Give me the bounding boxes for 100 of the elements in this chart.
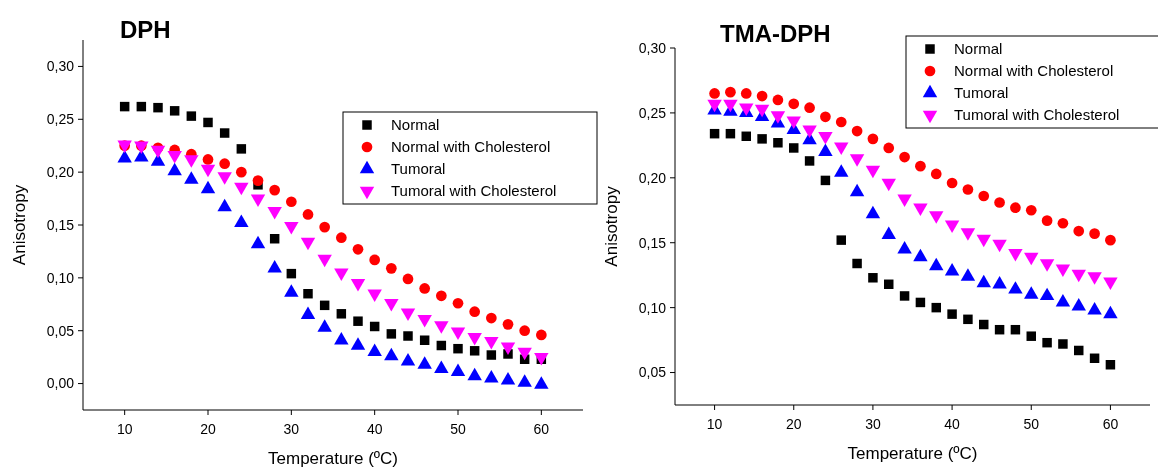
chart-title: TMA-DPH: [720, 20, 831, 47]
legend-label: Normal with Cholesterol: [954, 62, 1114, 80]
point: [944, 262, 960, 276]
point: [979, 319, 989, 330]
point: [535, 329, 547, 341]
point: [219, 158, 231, 170]
point: [709, 88, 720, 99]
point: [804, 102, 815, 114]
point: [517, 374, 532, 387]
point: [235, 166, 247, 178]
y-axis-title: Anisotropy: [10, 184, 29, 266]
point: [200, 164, 216, 178]
point: [1026, 331, 1036, 341]
point: [369, 321, 380, 332]
point: [252, 175, 264, 186]
point: [802, 125, 817, 139]
point: [709, 128, 720, 139]
point: [203, 117, 213, 128]
point: [899, 151, 910, 163]
point: [789, 143, 799, 153]
y-tick-label: 0,20: [46, 164, 75, 181]
x-tick-label: 60: [1102, 416, 1119, 432]
point: [1087, 301, 1102, 315]
point: [913, 248, 928, 262]
point: [754, 104, 770, 118]
point: [269, 234, 280, 244]
point: [804, 156, 815, 166]
point: [234, 182, 249, 196]
x-tick-label: 50: [450, 421, 466, 437]
legend-label: Tumoral: [954, 84, 1009, 102]
point: [881, 226, 896, 240]
point: [1058, 339, 1068, 349]
point: [1089, 228, 1100, 239]
y-tick-label: 0,15: [638, 234, 667, 251]
legend-label: Tumoral: [391, 160, 446, 178]
point: [353, 316, 363, 326]
point: [317, 319, 332, 332]
point: [367, 343, 382, 357]
x-tick-label: 60: [533, 421, 550, 437]
point: [1024, 286, 1039, 299]
point: [486, 350, 497, 360]
point: [236, 144, 247, 154]
point: [786, 116, 801, 130]
point: [403, 331, 413, 341]
x-tick-label: 40: [366, 421, 383, 437]
point: [419, 283, 431, 294]
y-tick-label: 0,00: [46, 375, 75, 392]
point: [267, 207, 282, 220]
point: [884, 279, 894, 290]
point: [820, 111, 831, 123]
point: [119, 101, 130, 112]
point: [467, 367, 482, 381]
y-tick-label: 0,25: [46, 111, 75, 128]
point: [452, 297, 464, 309]
point: [352, 243, 364, 255]
y-axis-title: Anisotropy: [602, 185, 621, 267]
point: [881, 178, 896, 192]
point: [931, 302, 941, 313]
point: [1089, 353, 1100, 364]
point: [384, 347, 399, 361]
y-tick-label: 0,05: [46, 322, 75, 339]
point: [740, 88, 752, 99]
point: [1008, 281, 1023, 294]
point: [725, 86, 736, 98]
point: [1105, 360, 1116, 370]
point: [946, 177, 958, 189]
point: [915, 160, 926, 172]
point: [500, 372, 516, 385]
x-axis-title: Temperature (ºC): [847, 444, 978, 463]
point: [335, 232, 347, 244]
point: [450, 363, 466, 377]
point: [741, 131, 751, 142]
point: [250, 194, 266, 207]
point: [897, 240, 912, 254]
point: [417, 356, 432, 369]
point: [217, 172, 232, 185]
point: [436, 340, 447, 351]
point: [913, 203, 928, 216]
point: [725, 128, 736, 139]
point: [899, 291, 910, 301]
point: [963, 314, 973, 325]
point: [723, 99, 738, 113]
y-tick-label: 0,10: [46, 269, 75, 286]
point: [1057, 217, 1069, 229]
point: [334, 331, 349, 345]
point: [772, 94, 784, 106]
chart-title: DPH: [120, 16, 171, 43]
point: [929, 257, 944, 271]
point: [386, 329, 397, 339]
x-tick-label: 20: [785, 416, 802, 432]
point: [219, 128, 230, 138]
point: [756, 90, 768, 102]
point: [319, 300, 330, 311]
point: [302, 209, 314, 220]
point: [153, 102, 163, 113]
point: [150, 145, 166, 159]
legend-label: Tumoral with Cholesterol: [954, 106, 1120, 124]
y-tick-label: 0,10: [638, 299, 667, 316]
point: [978, 190, 990, 202]
point: [849, 154, 865, 167]
